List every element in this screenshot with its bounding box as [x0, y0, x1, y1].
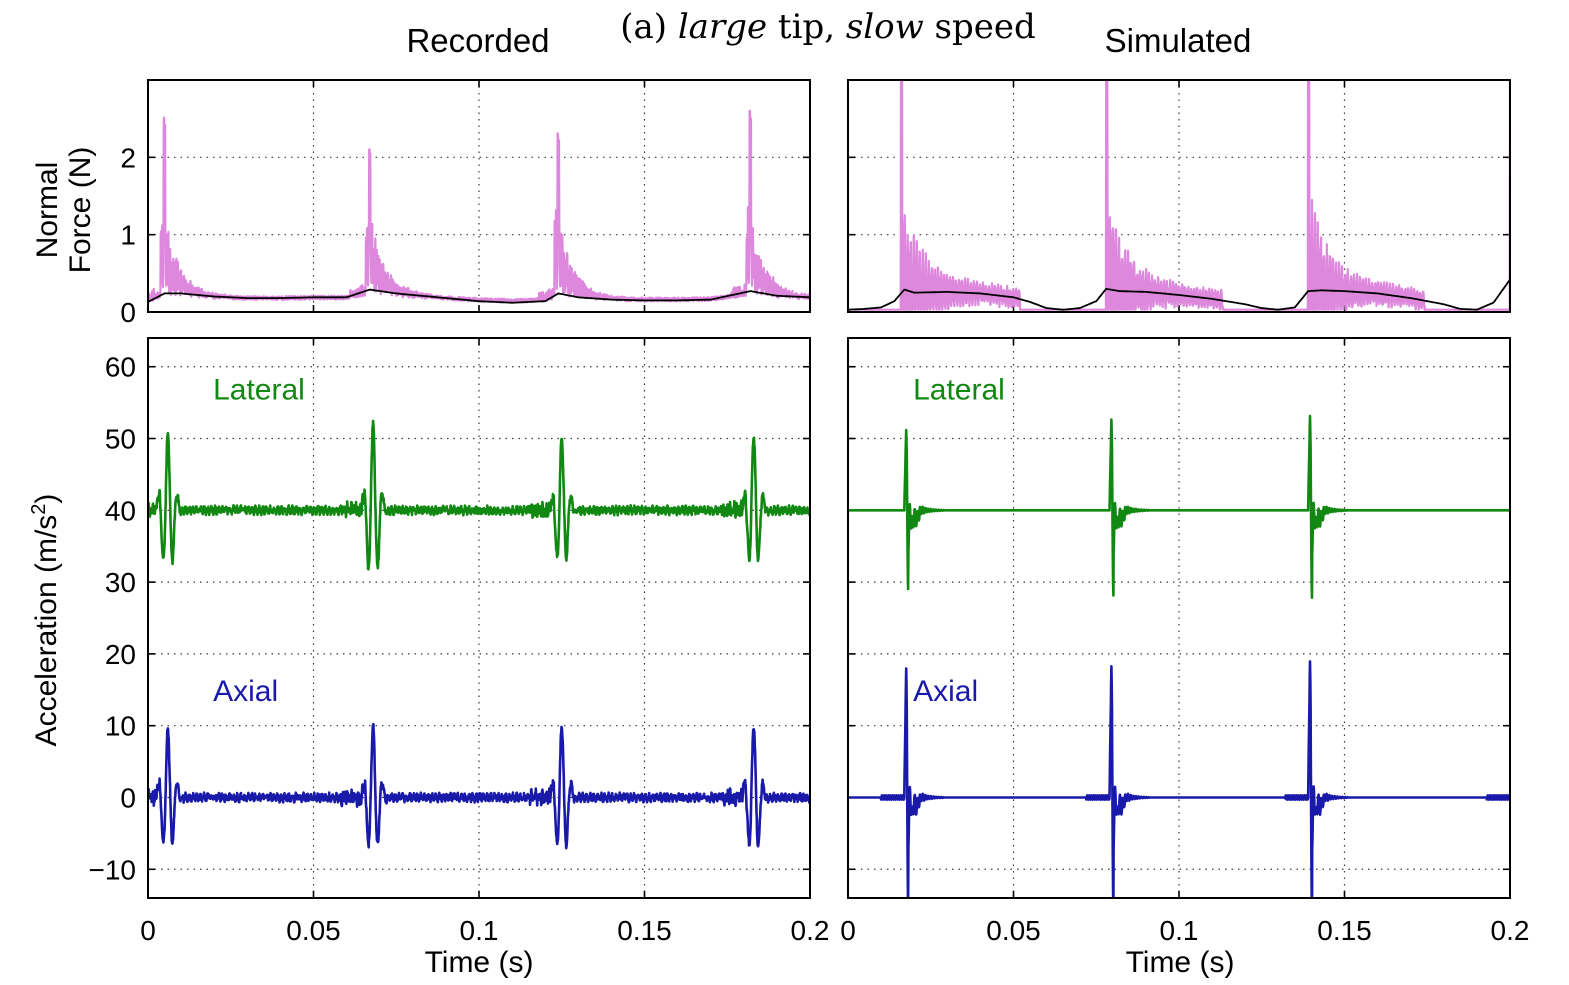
grid	[148, 338, 810, 898]
recorded-accel-panel: 0 0.05 0.1 0.15 0.2−100102030405060LateralAx…	[89, 337, 830, 946]
x-tick-label: 0.2	[791, 915, 830, 946]
simulated-panel-title: Simulated	[1105, 22, 1252, 59]
recorded-force-panel: 0 1 2	[120, 79, 811, 328]
raw-force-line	[848, 80, 1510, 311]
smoothed-force-line	[148, 288, 810, 304]
grid	[848, 338, 1510, 898]
x-tick-label: 0.05	[986, 915, 1041, 946]
y-tick-label: 2	[120, 142, 136, 173]
x-tick-label: 0.1	[460, 915, 499, 946]
axes-frame	[847, 337, 1511, 899]
plot-area	[848, 414, 1510, 898]
force-ylabel-line2: Force (N)	[64, 147, 97, 274]
accel-ylabel: Acceleration (m/s2)	[28, 494, 63, 747]
x-tick-label: 0.05	[286, 915, 341, 946]
x-tick-label: 0	[840, 915, 856, 946]
recorded-panel-title: Recorded	[406, 22, 549, 59]
axial-acceleration-line	[148, 722, 810, 850]
axes-frame	[847, 79, 1511, 313]
axial-annotation: Axial	[913, 675, 978, 708]
title-word-large: large	[678, 7, 767, 47]
plot-area	[148, 419, 810, 850]
y-tick-label: 60	[105, 352, 136, 383]
lateral-annotation: Lateral	[913, 373, 1005, 406]
x-tick-label: 0.1	[1160, 915, 1199, 946]
plot-area	[848, 80, 1510, 311]
axial-acceleration-line	[848, 660, 1510, 898]
y-tick-label: 1	[120, 220, 136, 251]
accel-ylabel-sup: 2	[28, 504, 50, 515]
axial-annotation: Axial	[213, 675, 278, 708]
y-tick-label: 0	[120, 297, 136, 328]
recorded-xlabel: Time (s)	[425, 946, 534, 979]
y-tick-label: 30	[105, 567, 136, 598]
x-tick-label: 0.15	[617, 915, 672, 946]
lateral-annotation: Lateral	[213, 373, 305, 406]
simulated-xlabel: Time (s)	[1126, 946, 1235, 979]
accel-ylabel-close: )	[30, 494, 63, 504]
y-tick-label: 50	[105, 424, 136, 455]
x-tick-label: 0.2	[1491, 915, 1530, 946]
lateral-acceleration-line	[848, 414, 1510, 600]
x-tick-label: 0	[140, 915, 156, 946]
accel-ylabel-text: Acceleration (m/s	[30, 515, 63, 747]
simulated-force-panel	[847, 79, 1511, 313]
x-tick-label: 0.15	[1317, 915, 1372, 946]
grid	[148, 80, 810, 312]
title-word-slow: slow	[846, 7, 924, 47]
title-prefix: (a)	[620, 7, 678, 47]
force-ylabel-line1: Normal	[31, 162, 64, 259]
y-tick-label: 40	[105, 495, 136, 526]
y-tick-label: 20	[105, 639, 136, 670]
axes-frame	[147, 79, 811, 313]
axes-frame	[147, 337, 811, 899]
plot-area	[148, 109, 810, 304]
y-tick-label: 10	[105, 711, 136, 742]
smoothed-force-line	[848, 278, 1510, 311]
figure-title: (a) large tip, slow speed	[620, 7, 1036, 47]
title-suffix: speed	[924, 7, 1036, 47]
title-mid: tip,	[767, 7, 846, 47]
y-tick-label: −10	[89, 854, 137, 885]
lateral-acceleration-line	[148, 419, 810, 571]
simulated-accel-panel: 0 0.05 0.1 0.15 0.2 Lateral Axial	[840, 337, 1530, 946]
y-tick-label: 0	[120, 782, 136, 813]
